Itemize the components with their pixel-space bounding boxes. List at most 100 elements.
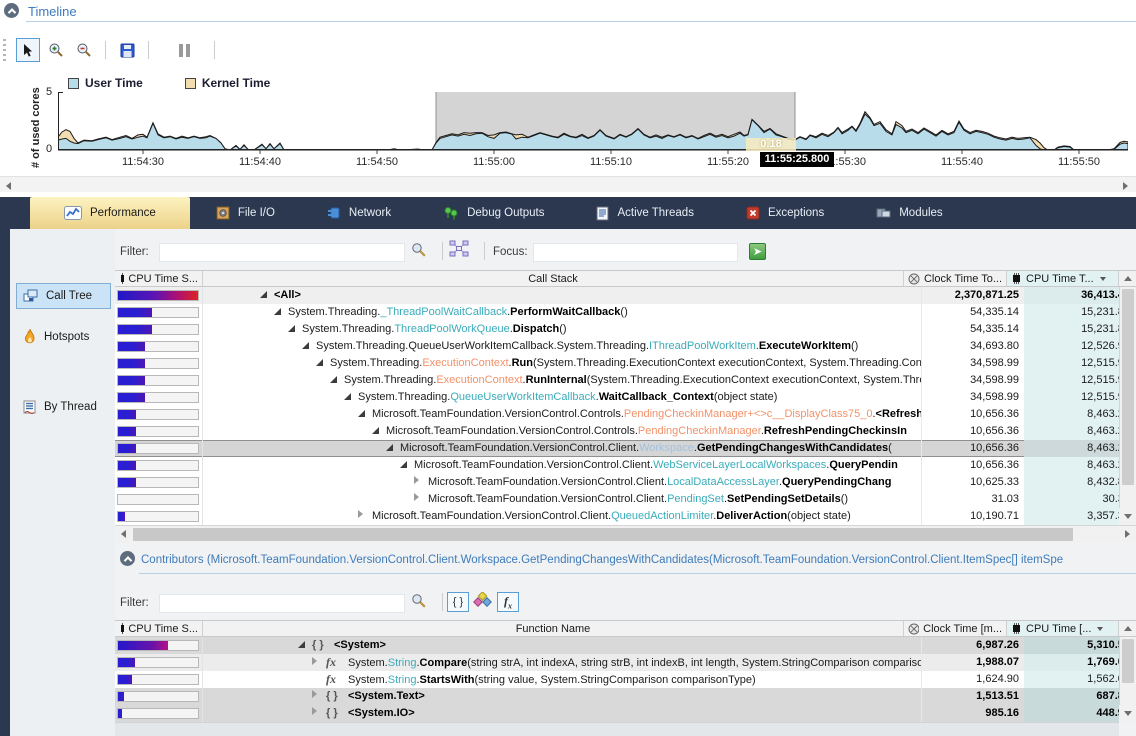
- hscroll-right[interactable]: [1119, 525, 1136, 542]
- stack-frame-label: System.Threading.QueueUserWorkItemCallba…: [203, 338, 921, 355]
- timeline-hscrollbar[interactable]: [0, 176, 1136, 192]
- cpu-time-bar-cell: [115, 440, 203, 457]
- collapse-icon[interactable]: [288, 321, 302, 337]
- collapse-icon[interactable]: [372, 423, 386, 439]
- function-row[interactable]: { } <System.IO> 985.16 448.97: [115, 705, 1136, 722]
- col-cpu-time[interactable]: CPU Time [...: [1007, 621, 1119, 636]
- call-stack-row[interactable]: Microsoft.TeamFoundation.VersionControl.…: [115, 474, 1136, 491]
- tab-modules[interactable]: Modules: [850, 197, 968, 229]
- function-row[interactable]: fx System.String.StartsWith(string value,…: [115, 671, 1136, 688]
- vscroll-thumb[interactable]: [1122, 289, 1134, 485]
- collapse-icon[interactable]: [400, 457, 414, 473]
- clock-time-value: 10,656.36: [921, 423, 1024, 440]
- timeline-collapse-button[interactable]: [4, 3, 19, 18]
- collapse-icon[interactable]: [302, 338, 316, 354]
- focus-go-button[interactable]: ➤: [749, 243, 766, 260]
- call-stack-row[interactable]: System.Threading.ThreadPoolWorkQueue.Dis…: [115, 321, 1136, 338]
- col-function-name[interactable]: Function Name: [203, 621, 904, 636]
- toolbar-grip-handle[interactable]: [3, 39, 6, 61]
- call-stack-row[interactable]: Microsoft.TeamFoundation.VersionControl.…: [115, 457, 1136, 474]
- vscroll-thumb[interactable]: [1122, 639, 1134, 683]
- call-stack-row[interactable]: System.Threading.ExecutionContext.Run(Sy…: [115, 355, 1136, 372]
- cpu-time-bar-cell: [115, 474, 203, 491]
- call-stack-row[interactable]: Microsoft.TeamFoundation.VersionControl.…: [115, 508, 1136, 525]
- call-stack-row[interactable]: Microsoft.TeamFoundation.VersionControl.…: [115, 423, 1136, 440]
- function-row[interactable]: fx System.String.Compare(string strA, int…: [115, 654, 1136, 671]
- sidebar-item-call-tree[interactable]: Call Tree: [16, 283, 111, 309]
- expand-icon[interactable]: [358, 508, 372, 524]
- collapse-icon[interactable]: [344, 389, 358, 405]
- call-tree-filter-input[interactable]: [159, 243, 405, 262]
- col-cpu-time-bar[interactable]: CPU Time S...: [115, 621, 203, 636]
- collapse-icon[interactable]: [298, 637, 312, 653]
- call-tree-vscrollbar[interactable]: [1119, 287, 1136, 508]
- call-tree-hscrollbar[interactable]: [115, 525, 1119, 543]
- call-stack-row[interactable]: System.Threading.QueueUserWorkItemCallba…: [115, 338, 1136, 355]
- zoom-out-button[interactable]: [72, 38, 96, 62]
- tab-active-threads[interactable]: Active Threads: [570, 197, 720, 229]
- cpu-cores-timeline-chart[interactable]: [57, 92, 1129, 155]
- functions-filter-input[interactable]: [159, 594, 405, 613]
- group-by-namespace-button[interactable]: { }: [447, 592, 469, 612]
- col-clock-time[interactable]: Clock Time [m...: [904, 621, 1007, 636]
- save-button[interactable]: [115, 38, 139, 62]
- expand-graph-button[interactable]: [449, 240, 469, 260]
- function-row[interactable]: { } <System.Text> 1,513.51 687.85: [115, 688, 1136, 705]
- call-stack-row[interactable]: Microsoft.TeamFoundation.VersionControl.…: [115, 406, 1136, 423]
- functions-vscrollbar[interactable]: [1119, 637, 1136, 705]
- col-call-stack[interactable]: Call Stack: [203, 271, 904, 286]
- expand-icon[interactable]: [312, 705, 326, 721]
- sidebar-item-hotspots[interactable]: Hotspots: [16, 324, 111, 350]
- filter-search-button[interactable]: [411, 242, 427, 261]
- tab-exceptions[interactable]: Exceptions: [720, 197, 850, 229]
- collapse-icon[interactable]: [330, 372, 344, 388]
- vscroll-down[interactable]: [1119, 705, 1136, 722]
- pause-icon: [178, 43, 190, 57]
- x-tick-label: 11:54:40: [238, 156, 282, 168]
- tab-performance[interactable]: Performance: [30, 197, 190, 229]
- stack-frame-label: { } <System>: [203, 637, 921, 654]
- show-functions-button[interactable]: fx: [497, 592, 519, 612]
- collapse-icon[interactable]: [358, 406, 372, 422]
- scroll-right-icon[interactable]: [1123, 182, 1128, 190]
- hscroll-thumb[interactable]: [133, 527, 1073, 541]
- call-stack-row[interactable]: Microsoft.TeamFoundation.VersionControl.…: [115, 491, 1136, 508]
- function-row[interactable]: { } <System> 6,987.26 5,310.52: [115, 637, 1136, 654]
- scroll-left-icon[interactable]: [6, 182, 11, 190]
- collapse-icon[interactable]: [274, 304, 288, 320]
- vscroll-up[interactable]: [1119, 271, 1136, 286]
- collapse-icon[interactable]: [260, 287, 274, 303]
- contributors-collapse-button[interactable]: [120, 551, 135, 566]
- group-modules-button[interactable]: [473, 591, 492, 613]
- zoom-in-button[interactable]: [44, 38, 68, 62]
- hscroll-left[interactable]: [115, 525, 132, 543]
- sort-desc-icon: [1099, 276, 1106, 281]
- expand-icon[interactable]: [312, 688, 326, 704]
- call-stack-row[interactable]: System.Threading.QueueUserWorkItemCallba…: [115, 389, 1136, 406]
- expand-icon[interactable]: [414, 491, 428, 507]
- tab-file-io[interactable]: File I/O: [190, 197, 301, 229]
- filter-search-button[interactable]: [411, 593, 427, 612]
- expand-icon[interactable]: [414, 474, 428, 490]
- vscroll-up[interactable]: [1119, 621, 1136, 636]
- select-tool-button[interactable]: [16, 38, 40, 62]
- collapse-icon[interactable]: [386, 440, 400, 456]
- file-io-icon: [216, 206, 230, 220]
- expand-icon[interactable]: [312, 655, 326, 671]
- collapse-icon[interactable]: [316, 355, 330, 371]
- focus-input[interactable]: [533, 243, 738, 262]
- vscroll-down[interactable]: [1119, 508, 1136, 525]
- call-stack-row[interactable]: System.Threading._ThreadPoolWaitCallback…: [115, 304, 1136, 321]
- call-stack-row[interactable]: System.Threading.ExecutionContext.RunInt…: [115, 372, 1136, 389]
- call-stack-row[interactable]: <All> 2,370,871.25 36,413.42: [115, 287, 1136, 304]
- col-cpu-time[interactable]: CPU Time T...: [1007, 271, 1119, 286]
- col-clock-time[interactable]: Clock Time To...: [904, 271, 1007, 286]
- tab-debug-outputs[interactable]: Debug Outputs: [417, 197, 570, 229]
- col-cpu-time-bar[interactable]: CPU Time S...: [115, 271, 203, 286]
- x-tick-label: 11:55:40: [940, 156, 984, 168]
- call-stack-row[interactable]: Microsoft.TeamFoundation.VersionControl.…: [115, 440, 1136, 457]
- sidebar-item-by-thread[interactable]: By Thread: [16, 394, 111, 420]
- cpu-time-bar-cell: [115, 705, 203, 722]
- pause-button[interactable]: [172, 38, 196, 62]
- tab-network[interactable]: Network: [301, 197, 417, 229]
